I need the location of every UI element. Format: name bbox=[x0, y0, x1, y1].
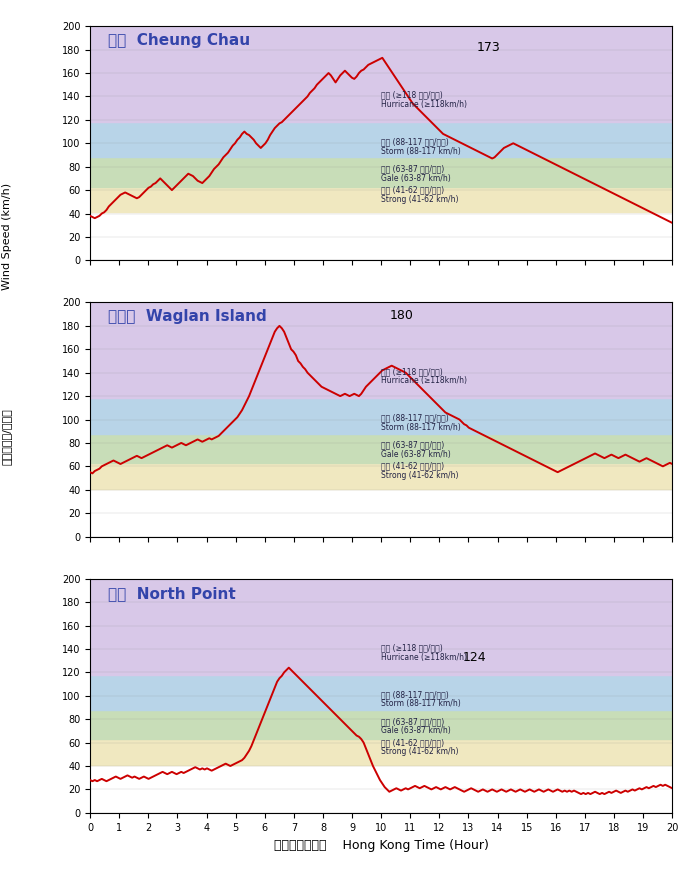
Bar bbox=[90, 302, 672, 399]
Text: 烈風 (63-87 公里/小時): 烈風 (63-87 公里/小時) bbox=[381, 440, 444, 450]
Bar bbox=[90, 675, 672, 710]
Bar bbox=[90, 710, 672, 739]
Text: Hurricane (≥118km/h): Hurricane (≥118km/h) bbox=[381, 653, 467, 662]
Bar bbox=[90, 434, 672, 463]
Text: 烈風 (63-87 公里/小時): 烈風 (63-87 公里/小時) bbox=[381, 717, 444, 726]
Text: 颮風 (≥118 公里/小時): 颮風 (≥118 公里/小時) bbox=[381, 91, 443, 100]
Text: Strong (41-62 km/h): Strong (41-62 km/h) bbox=[381, 471, 459, 480]
Text: Wind Speed (km/h): Wind Speed (km/h) bbox=[2, 183, 12, 289]
Text: 暴風 (88-117 公里/小時): 暴風 (88-117 公里/小時) bbox=[381, 414, 449, 423]
Text: 暴風 (88-117 公里/小時): 暴風 (88-117 公里/小時) bbox=[381, 690, 449, 699]
Bar bbox=[90, 579, 672, 675]
Text: 風速（公里/小時）: 風速（公里/小時） bbox=[2, 409, 12, 465]
Bar bbox=[90, 399, 672, 434]
X-axis label: 香港時間（時）    Hong Kong Time (Hour): 香港時間（時） Hong Kong Time (Hour) bbox=[274, 840, 489, 852]
Text: 180: 180 bbox=[389, 309, 414, 323]
Bar bbox=[90, 212, 672, 260]
Bar bbox=[90, 765, 672, 813]
Bar bbox=[90, 122, 672, 157]
Text: 橫瀾島  Waglan Island: 橫瀾島 Waglan Island bbox=[107, 309, 266, 324]
Text: Hurricane (≥118km/h): Hurricane (≥118km/h) bbox=[381, 101, 467, 109]
Text: Storm (88-117 km/h): Storm (88-117 km/h) bbox=[381, 423, 461, 433]
Text: Strong (41-62 km/h): Strong (41-62 km/h) bbox=[381, 747, 459, 757]
Bar bbox=[90, 26, 672, 122]
Text: Gale (63-87 km/h): Gale (63-87 km/h) bbox=[381, 450, 451, 459]
Text: 173: 173 bbox=[477, 41, 501, 54]
Bar bbox=[90, 186, 672, 212]
Text: 暴風 (88-117 公里/小時): 暴風 (88-117 公里/小時) bbox=[381, 137, 449, 147]
Text: 長洲  Cheung Chau: 長洲 Cheung Chau bbox=[107, 33, 249, 48]
Text: 烈風 (63-87 公里/小時): 烈風 (63-87 公里/小時) bbox=[381, 164, 444, 174]
Text: Strong (41-62 km/h): Strong (41-62 km/h) bbox=[381, 195, 459, 204]
Text: 強風 (41-62 公里/小時): 強風 (41-62 公里/小時) bbox=[381, 461, 444, 471]
Text: Storm (88-117 km/h): Storm (88-117 km/h) bbox=[381, 147, 461, 156]
Text: 颮風 (≥118 公里/小時): 颮風 (≥118 公里/小時) bbox=[381, 367, 443, 376]
Text: 124: 124 bbox=[462, 651, 486, 664]
Text: 強風 (41-62 公里/小時): 強風 (41-62 公里/小時) bbox=[381, 185, 444, 195]
Text: Gale (63-87 km/h): Gale (63-87 km/h) bbox=[381, 726, 451, 735]
Text: Hurricane (≥118km/h): Hurricane (≥118km/h) bbox=[381, 377, 467, 385]
Text: Storm (88-117 km/h): Storm (88-117 km/h) bbox=[381, 699, 461, 709]
Text: Gale (63-87 km/h): Gale (63-87 km/h) bbox=[381, 174, 451, 183]
Text: 北角  North Point: 北角 North Point bbox=[107, 586, 236, 600]
Bar bbox=[90, 739, 672, 765]
Bar bbox=[90, 463, 672, 489]
Text: 颮風 (≥118 公里/小時): 颮風 (≥118 公里/小時) bbox=[381, 643, 443, 652]
Text: 強風 (41-62 公里/小時): 強風 (41-62 公里/小時) bbox=[381, 738, 444, 747]
Bar bbox=[90, 489, 672, 537]
Bar bbox=[90, 157, 672, 186]
